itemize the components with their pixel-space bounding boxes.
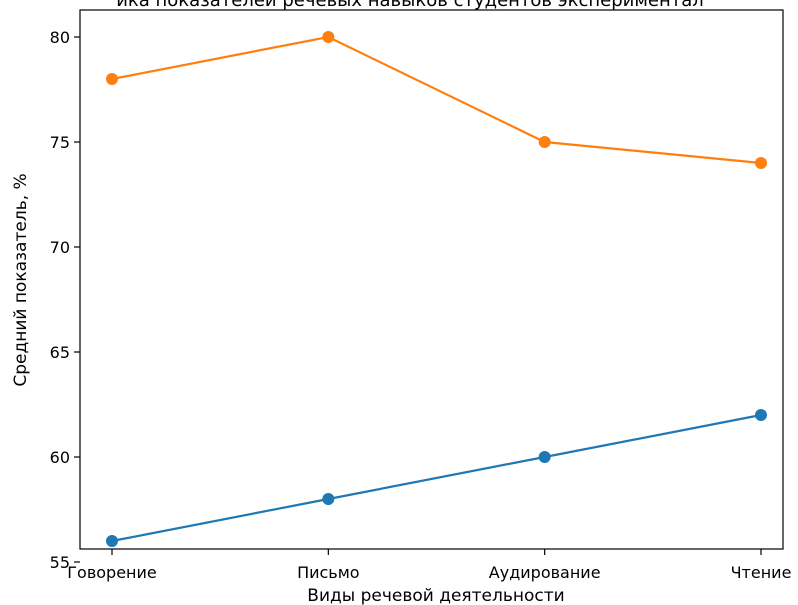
series-2	[106, 31, 767, 169]
series-1-point	[538, 451, 551, 463]
series-2-line	[111, 35, 762, 165]
x-axis: Говорение Письмо Аудирование Чтение	[67, 549, 791, 582]
y-axis-title: Средний показатель, %	[11, 173, 31, 386]
series-1-line	[111, 413, 762, 543]
series-2-point	[322, 31, 335, 43]
x-axis-title: Виды речевой деятельности	[307, 586, 564, 605]
y-tick-label: 60	[50, 448, 70, 467]
x-tick-label: Говорение	[67, 563, 156, 582]
y-tick-label: 70	[50, 238, 70, 257]
y-tick-label: 80	[50, 28, 70, 47]
series-1-point	[322, 493, 335, 505]
x-tick-label: Аудирование	[489, 563, 601, 582]
series-1-point	[755, 409, 767, 421]
chart-title: ика показателей речевых навыков студенто…	[116, 0, 704, 11]
plot-frame	[79, 9, 784, 550]
series-layer	[106, 31, 767, 547]
series-2-point	[538, 136, 551, 148]
series-2-point	[106, 73, 118, 85]
y-axis: 55 60 65 70 75 80	[50, 28, 80, 572]
series-2-point	[755, 157, 767, 169]
x-tick-label: Чтение	[731, 563, 792, 582]
series-1-point	[106, 535, 118, 547]
y-tick-label: 55	[50, 553, 70, 572]
x-tick-label: Письмо	[297, 563, 360, 582]
y-tick-label: 75	[50, 133, 70, 152]
series-1	[106, 409, 767, 547]
y-tick-label: 65	[50, 343, 70, 362]
